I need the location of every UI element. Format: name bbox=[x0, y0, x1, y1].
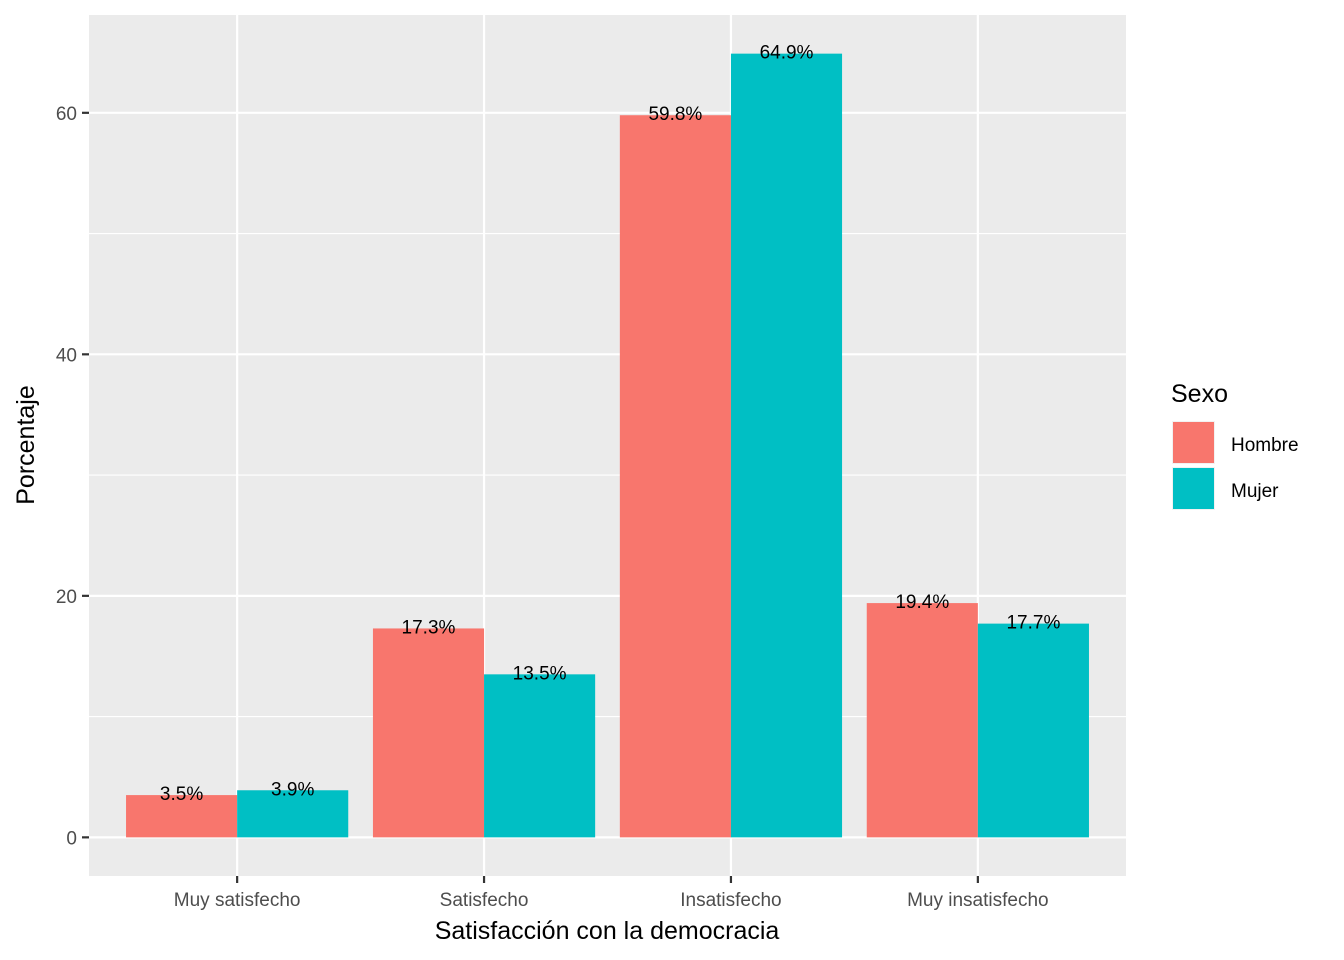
x-tick-label: Muy satisfecho bbox=[174, 890, 301, 911]
bar-hombre-2 bbox=[619, 115, 731, 838]
data-labels: 3.5% 17.3% 59.8% 19.4% 3.9% 13.5% 64.9% 17.7% bbox=[160, 43, 1061, 805]
legend-label-mujer: Mujer bbox=[1231, 481, 1279, 502]
bar-hombre-3 bbox=[866, 603, 978, 838]
x-tick-label: Muy insatisfecho bbox=[907, 890, 1049, 911]
y-tick-label: 20 bbox=[56, 587, 77, 608]
x-tick-label: Satisfecho bbox=[440, 890, 529, 911]
legend-label-hombre: Hombre bbox=[1231, 435, 1299, 456]
bar-mujer-2 bbox=[730, 53, 843, 838]
data-label-hombre-2: 59.8% bbox=[648, 104, 702, 125]
y-axis: 0 20 40 60 bbox=[56, 104, 89, 849]
bar-mujer-0 bbox=[237, 790, 349, 838]
y-tick-label: 0 bbox=[66, 828, 77, 849]
legend-swatch-mujer bbox=[1173, 468, 1214, 509]
data-label-mujer-2: 64.9% bbox=[760, 43, 814, 64]
bar-mujer-1 bbox=[484, 674, 596, 838]
y-axis-title: Porcentaje bbox=[12, 385, 40, 505]
x-tick-label: Insatisfecho bbox=[680, 890, 781, 911]
legend-title: Sexo bbox=[1171, 380, 1228, 408]
data-label-mujer-3: 17.7% bbox=[1006, 613, 1060, 634]
x-axis: Muy satisfecho Satisfecho Insatisfecho Muy … bbox=[174, 876, 1049, 911]
data-label-hombre-3: 19.4% bbox=[895, 592, 949, 613]
y-tick-label: 60 bbox=[56, 104, 77, 125]
data-label-hombre-1: 17.3% bbox=[402, 617, 456, 638]
bar-hombre-0 bbox=[126, 795, 238, 838]
data-label-mujer-0: 3.9% bbox=[271, 779, 314, 800]
bar-hombre-1 bbox=[372, 628, 485, 838]
legend: Sexo Hombre Mujer bbox=[1171, 380, 1299, 510]
x-axis-title: Satisfacción con la democracia bbox=[435, 917, 780, 945]
data-label-hombre-0: 3.5% bbox=[160, 784, 203, 805]
bar-mujer-3 bbox=[977, 623, 1089, 838]
bars bbox=[126, 53, 1089, 838]
data-label-mujer-1: 13.5% bbox=[513, 663, 567, 684]
y-tick-label: 40 bbox=[56, 345, 77, 366]
legend-swatch-hombre bbox=[1173, 422, 1214, 463]
